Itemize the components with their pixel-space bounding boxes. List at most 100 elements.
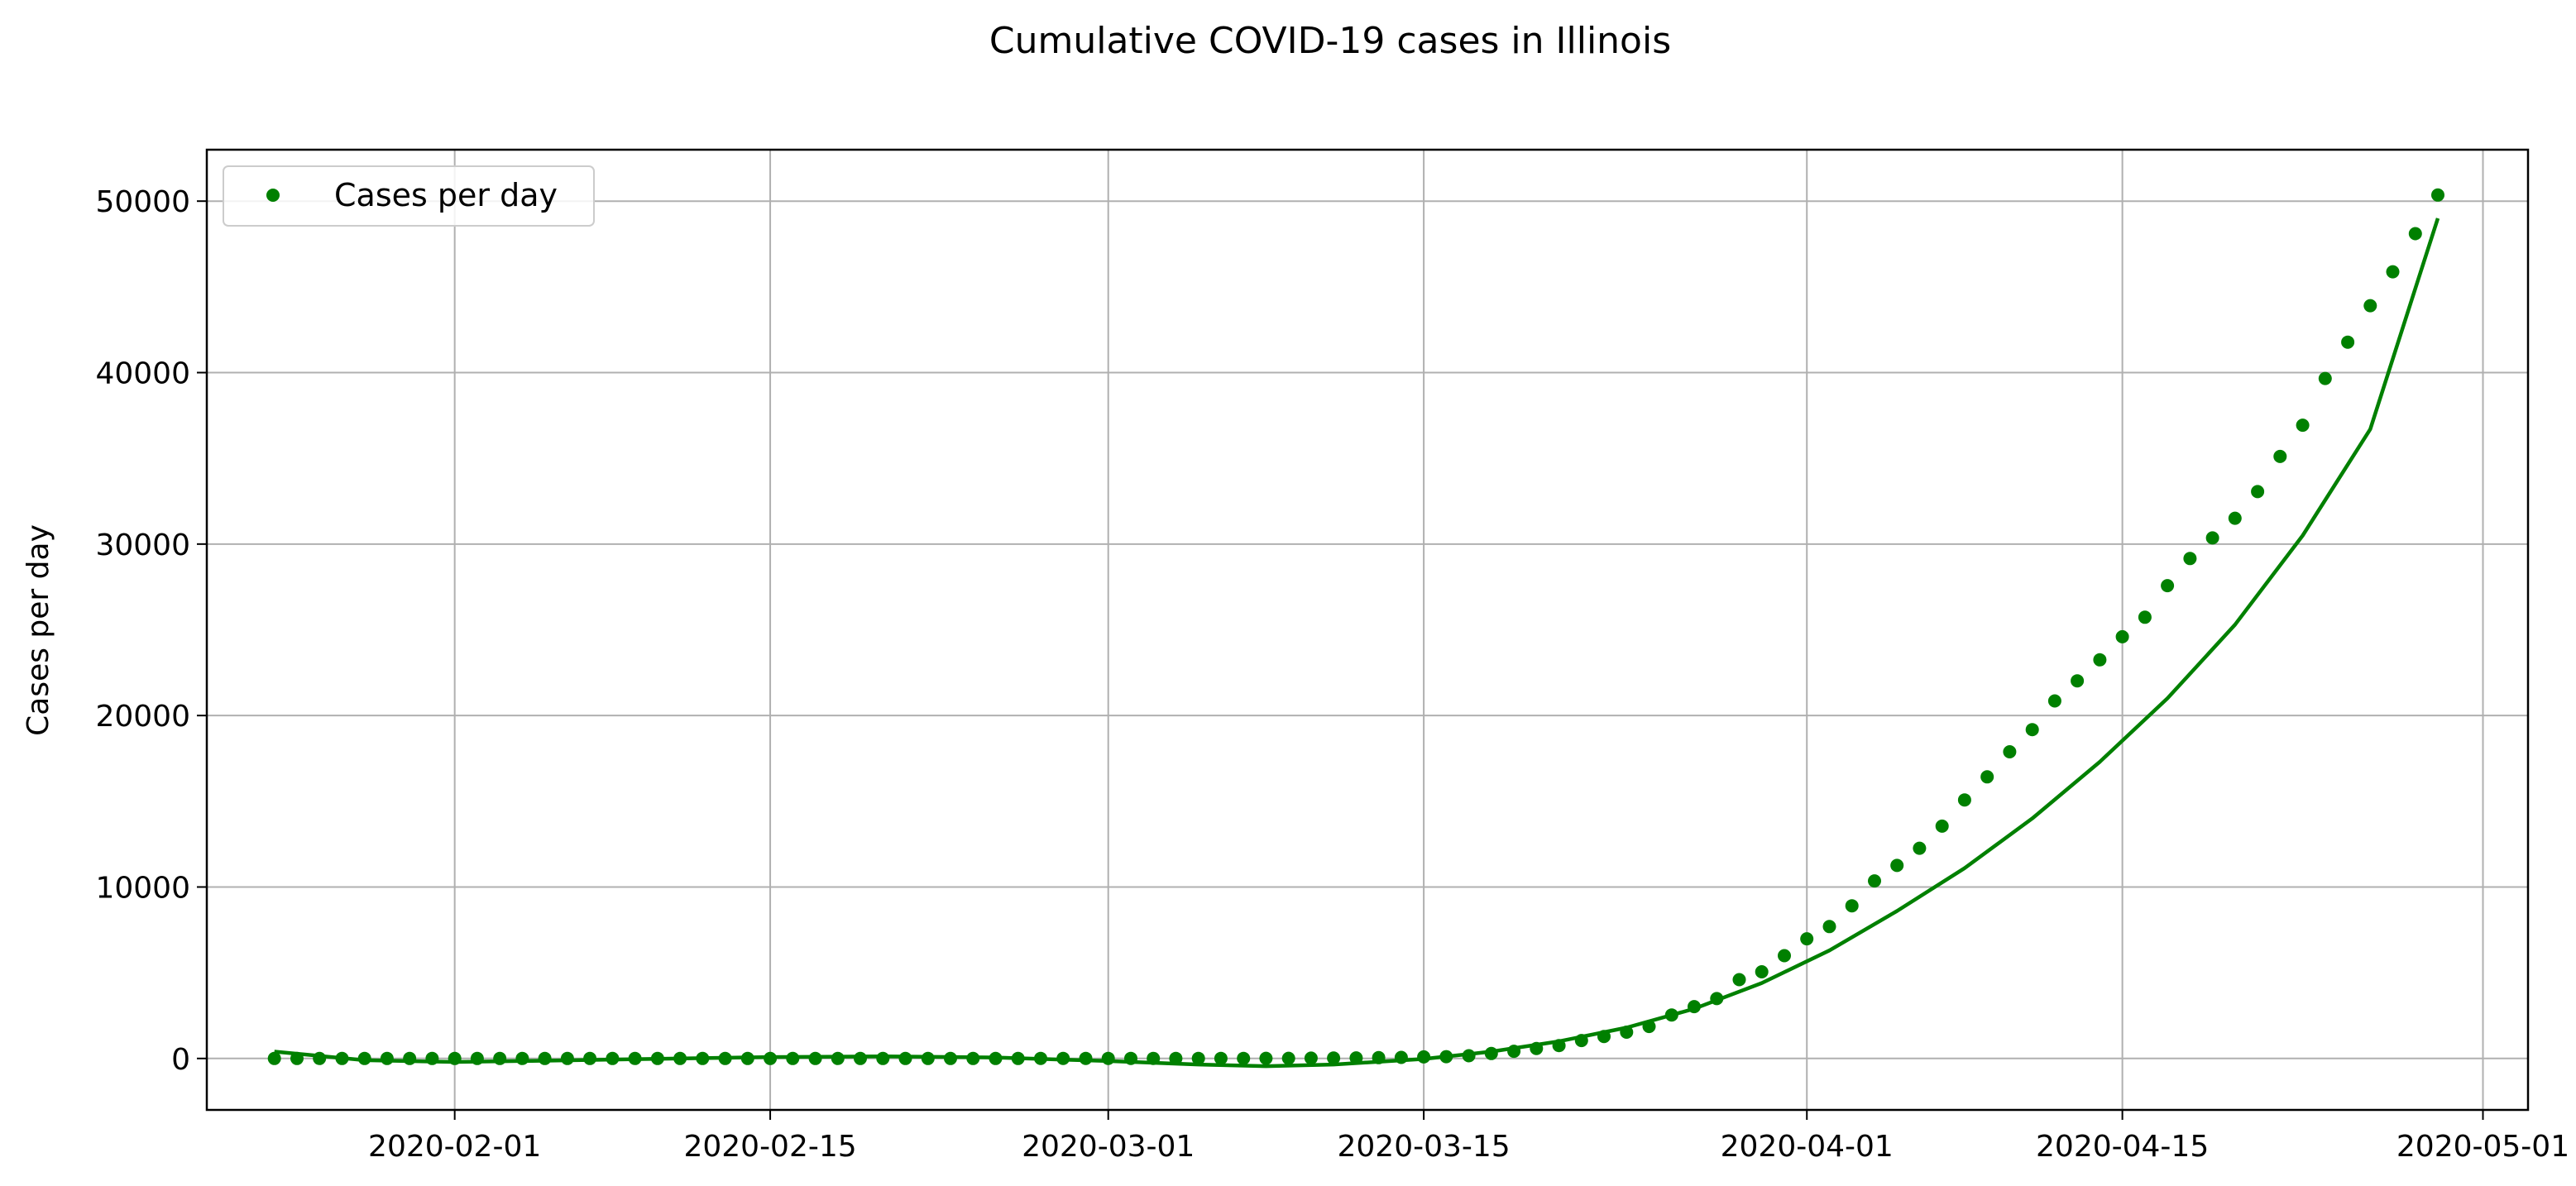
data-point bbox=[2228, 511, 2242, 525]
data-point bbox=[2205, 531, 2219, 545]
data-point bbox=[2025, 723, 2039, 737]
data-point bbox=[1597, 1030, 1611, 1044]
data-point bbox=[1372, 1050, 1386, 1064]
x-tick-label: 2020-03-15 bbox=[1337, 1130, 1510, 1164]
data-point bbox=[921, 1051, 935, 1065]
data-point bbox=[2431, 188, 2444, 202]
data-point bbox=[1890, 858, 1904, 873]
data-point bbox=[898, 1051, 912, 1065]
data-point bbox=[2161, 579, 2175, 593]
data-point bbox=[1327, 1051, 1341, 1065]
data-point bbox=[1845, 899, 1859, 913]
data-point bbox=[1913, 841, 1927, 855]
legend-marker bbox=[266, 189, 280, 202]
data-point bbox=[1778, 949, 1791, 963]
data-point bbox=[1642, 1020, 1656, 1034]
data-point bbox=[2408, 227, 2422, 241]
data-point bbox=[650, 1051, 664, 1065]
y-tick-label: 10000 bbox=[95, 871, 190, 905]
scatter-points-layer bbox=[267, 188, 2444, 1065]
data-point bbox=[673, 1051, 687, 1065]
data-point bbox=[2047, 694, 2061, 708]
data-point bbox=[2183, 552, 2197, 566]
legend-label: Cases per day bbox=[334, 177, 558, 213]
data-point bbox=[696, 1051, 710, 1065]
data-point bbox=[1484, 1046, 1498, 1060]
data-point bbox=[1349, 1051, 1363, 1065]
data-point bbox=[1214, 1051, 1228, 1065]
data-point bbox=[357, 1051, 371, 1065]
data-point bbox=[1124, 1051, 1137, 1065]
x-tick-label: 2020-05-01 bbox=[2396, 1130, 2569, 1164]
x-tick-label: 2020-02-01 bbox=[368, 1130, 541, 1164]
data-point bbox=[583, 1051, 597, 1065]
data-point bbox=[2273, 449, 2287, 463]
data-point bbox=[1530, 1041, 1544, 1055]
data-point bbox=[854, 1051, 867, 1065]
data-point bbox=[764, 1051, 778, 1065]
data-point bbox=[718, 1051, 732, 1065]
y-axis-label: Cases per day bbox=[22, 524, 55, 736]
data-point bbox=[1868, 874, 1881, 888]
data-point bbox=[1417, 1050, 1431, 1064]
data-point bbox=[1800, 932, 1814, 946]
data-point bbox=[2363, 299, 2377, 313]
data-point bbox=[1620, 1026, 1634, 1039]
y-tick-label: 30000 bbox=[95, 528, 190, 562]
data-point bbox=[1191, 1051, 1205, 1065]
fit-line-layer bbox=[274, 218, 2440, 1069]
data-point bbox=[1169, 1051, 1183, 1065]
data-point bbox=[1732, 973, 1746, 987]
y-axis-ticks: 0 10000 20000 30000 40000 50000 bbox=[95, 185, 207, 1077]
data-point bbox=[786, 1051, 800, 1065]
data-point bbox=[1439, 1050, 1453, 1064]
data-point bbox=[1079, 1051, 1093, 1065]
data-point bbox=[403, 1051, 417, 1065]
data-point bbox=[2071, 674, 2085, 688]
data-point bbox=[1147, 1051, 1161, 1065]
x-tick-label: 2020-03-01 bbox=[1022, 1130, 1195, 1164]
data-point bbox=[290, 1051, 304, 1065]
data-point bbox=[1574, 1034, 1588, 1048]
data-point bbox=[740, 1051, 754, 1065]
legend-box bbox=[223, 165, 595, 227]
data-point bbox=[267, 1051, 281, 1065]
data-point bbox=[425, 1051, 439, 1065]
data-point bbox=[1552, 1039, 1566, 1053]
data-point bbox=[1980, 770, 1994, 784]
y-tick-label: 0 bbox=[171, 1043, 190, 1077]
data-point bbox=[1507, 1045, 1521, 1059]
data-point bbox=[1011, 1051, 1025, 1065]
data-point bbox=[470, 1051, 484, 1065]
x-tick-label: 2020-04-15 bbox=[2036, 1130, 2209, 1164]
data-point bbox=[493, 1051, 507, 1065]
data-point bbox=[1462, 1049, 1476, 1063]
data-point bbox=[2296, 418, 2310, 433]
data-point bbox=[876, 1051, 890, 1065]
data-point bbox=[2386, 265, 2400, 279]
data-point bbox=[1935, 819, 1949, 833]
data-point bbox=[1034, 1051, 1047, 1065]
data-point bbox=[515, 1051, 529, 1065]
data-point bbox=[1237, 1051, 1251, 1065]
data-point bbox=[380, 1051, 394, 1065]
data-point bbox=[944, 1051, 957, 1065]
data-point bbox=[2093, 653, 2107, 667]
data-point bbox=[2318, 371, 2332, 385]
data-point bbox=[989, 1051, 1003, 1065]
data-point bbox=[1259, 1051, 1273, 1065]
data-point bbox=[1281, 1051, 1295, 1065]
data-point bbox=[335, 1051, 349, 1065]
data-point bbox=[2251, 485, 2265, 499]
data-point bbox=[2003, 745, 2017, 758]
data-point bbox=[2115, 629, 2129, 643]
chart-title: Cumulative COVID-19 cases in Illinois bbox=[989, 20, 1671, 62]
data-point bbox=[1664, 1008, 1678, 1022]
data-point bbox=[1304, 1051, 1318, 1065]
data-point bbox=[1394, 1050, 1408, 1064]
y-tick-label: 20000 bbox=[95, 700, 190, 734]
data-point bbox=[448, 1051, 462, 1065]
data-point bbox=[966, 1051, 980, 1065]
data-point bbox=[1710, 992, 1724, 1006]
